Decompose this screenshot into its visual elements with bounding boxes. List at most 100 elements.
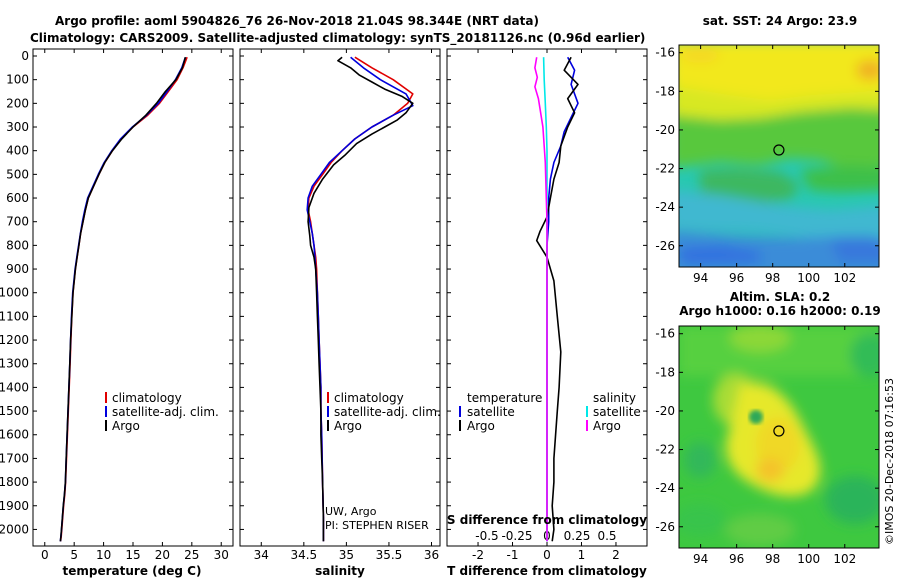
map-x-tick-label: 94 — [693, 552, 708, 566]
series-line-t-satellite — [546, 56, 579, 542]
map-y-tick-label: -26 — [655, 520, 675, 534]
legend-title-salinity: salinity — [593, 391, 636, 405]
depth-tick-label: 1000 — [0, 286, 29, 300]
x-tick-label: 1 — [578, 548, 586, 562]
depth-tick-label: 400 — [6, 144, 29, 158]
map-y-tick-label: -22 — [655, 162, 675, 176]
legend-label: Argo — [593, 419, 621, 433]
series-line-argo — [307, 56, 414, 542]
sla-map-ticks: 94 96 98 100 102 -16 -18 -20 -22 -24 -26 — [655, 326, 879, 566]
legend-swatch-t-satellite — [459, 406, 461, 417]
legend-swatch-satellite — [327, 406, 329, 417]
legend-swatch-s-satellite — [586, 406, 588, 417]
depth-tick-label: 1100 — [0, 309, 29, 323]
depth-tick-label: 1400 — [0, 380, 29, 394]
argo-position-marker — [773, 425, 785, 437]
depth-tick-label: 1500 — [0, 404, 29, 418]
x-tick-label: 20 — [155, 548, 170, 562]
legend-swatch-climatology — [327, 392, 329, 403]
credit-text: ©IMOS 20-Dec-2018 07:16:53 — [883, 378, 896, 545]
map-y-tick-label: -16 — [655, 46, 675, 60]
map-x-tick-label: 96 — [729, 552, 744, 566]
series-line-climatology — [59, 56, 188, 542]
s-tick-label: 0.25 — [564, 529, 591, 543]
depth-tick-label: 2000 — [0, 522, 29, 536]
temperature-legend: climatology satellite-adj. clim. Argo — [105, 391, 219, 433]
x-tick-label: 0 — [41, 548, 49, 562]
depth-tick-label: 0 — [21, 49, 29, 63]
map-x-tick-label: 98 — [765, 271, 780, 285]
legend-label: satellite-adj. clim. — [334, 405, 441, 419]
legend-label: climatology — [112, 391, 182, 405]
legend-swatch-satellite — [105, 406, 107, 417]
legend-label: Argo — [334, 419, 362, 433]
difference-xlabel-top: S difference from climatology — [447, 513, 647, 527]
x-tick-label: 10 — [96, 548, 111, 562]
legend-label: satellite — [593, 405, 641, 419]
map-x-tick-label: 100 — [797, 552, 820, 566]
salinity-legend: climatology satellite-adj. clim. Argo UW… — [325, 391, 441, 532]
difference-xlabel: T difference from climatology — [447, 564, 647, 578]
map-y-tick-label: -24 — [655, 200, 675, 214]
sst-map-ticks: 94 96 98 100 102 -16 -18 -20 -22 -24 -26 — [655, 45, 879, 285]
series-line-satellite-adj-clim- — [306, 56, 414, 542]
depth-tick-label: 500 — [6, 167, 29, 181]
sla-map-frame — [678, 325, 880, 549]
legend-swatch-t-argo — [459, 420, 461, 431]
depth-tick-label: 700 — [6, 215, 29, 229]
temperature-xlabel: temperature (deg C) — [63, 564, 202, 578]
map-x-tick-label: 98 — [765, 552, 780, 566]
series-line-s-argo — [534, 57, 548, 542]
depth-axis: 0 100 200 300 400 500 600 700 800 900 1000 1100 1200… — [0, 49, 29, 536]
map-x-tick-label: 96 — [729, 271, 744, 285]
x-tick-label: 25 — [184, 548, 199, 562]
depth-tick-label: 1800 — [0, 475, 29, 489]
title-line-1: Argo profile: aoml 5904826_76 26-Nov-201… — [55, 14, 539, 29]
x-tick-label: -2 — [472, 548, 484, 562]
x-tick-label: 5 — [70, 548, 78, 562]
x-tick-label: 30 — [214, 548, 229, 562]
depth-tick-label: 600 — [6, 191, 29, 205]
sst-map-title: sat. SST: 24 Argo: 23.9 — [703, 14, 857, 28]
sst-map-frame — [678, 44, 880, 268]
series-line-t-argo — [535, 56, 579, 542]
map-y-tick-label: -20 — [655, 404, 675, 418]
argo-position-marker — [773, 144, 785, 156]
salinity-xlabel: salinity — [315, 564, 365, 578]
x-tick-label: -1 — [507, 548, 519, 562]
depth-tick-label: 1300 — [0, 357, 29, 371]
salinity-series — [306, 56, 414, 542]
x-tick-label: 34.5 — [290, 548, 317, 562]
x-tick-label: 2 — [612, 548, 620, 562]
map-y-tick-label: -24 — [655, 481, 675, 495]
legend-swatch-s-argo — [586, 420, 588, 431]
series-line-satellite-adj-clim- — [59, 56, 187, 542]
legend-label: Argo — [112, 419, 140, 433]
x-tick-label: 35 — [339, 548, 354, 562]
salinity-annotation-pi: PI: STEPHEN RISER — [325, 519, 429, 532]
legend-label: satellite — [467, 405, 515, 419]
map-x-tick-label: 94 — [693, 271, 708, 285]
legend-label: climatology — [334, 391, 404, 405]
sla-map-field — [679, 326, 879, 548]
map-y-tick-label: -22 — [655, 443, 675, 457]
x-tick-label: 15 — [125, 548, 140, 562]
sla-map-subtitle: Argo h1000: 0.16 h2000: 0.19 — [679, 304, 880, 318]
x-tick-label: 34 — [254, 548, 269, 562]
difference-series — [534, 56, 579, 542]
temperature-series — [59, 56, 188, 542]
legend-title-temperature: temperature — [467, 391, 542, 405]
depth-tick-label: 800 — [6, 238, 29, 252]
s-tick-label: -0.5 — [475, 529, 498, 543]
depth-tick-label: 1900 — [0, 499, 29, 513]
map-y-tick-label: -20 — [655, 123, 675, 137]
legend-label: satellite-adj. clim. — [112, 405, 219, 419]
legend-swatch-argo — [105, 420, 107, 431]
depth-tick-label: 900 — [6, 262, 29, 276]
map-y-tick-label: -18 — [655, 365, 675, 379]
x-tick-label: 35.5 — [376, 548, 403, 562]
depth-tick-label: 1200 — [0, 333, 29, 347]
difference-legend: temperature salinity satellite Argo sate… — [459, 391, 641, 433]
sla-map-title: Altim. SLA: 0.2 — [730, 290, 831, 304]
